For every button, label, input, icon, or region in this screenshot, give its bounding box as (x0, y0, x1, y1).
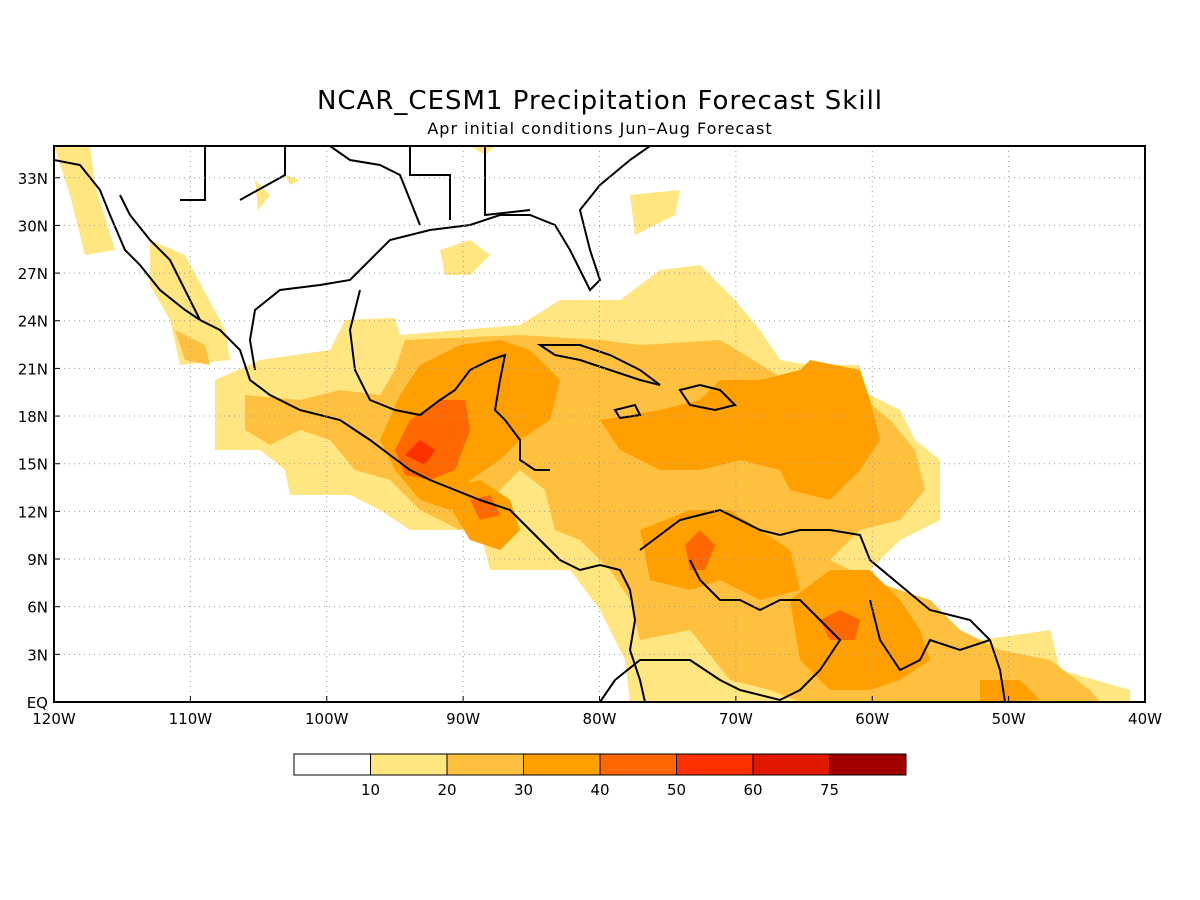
colorbar-swatch (830, 754, 907, 775)
y-tick-label: 15N (18, 456, 48, 474)
y-tick-label: 12N (18, 503, 48, 521)
colorbar-label: 60 (743, 781, 762, 799)
colorbar-swatch (447, 754, 524, 775)
x-tick-label: 110W (169, 710, 213, 728)
y-tick-label: 21N (18, 360, 48, 378)
colorbar-label: 20 (437, 781, 456, 799)
y-tick-label: 9N (27, 551, 48, 569)
x-tick-label: 50W (992, 710, 1026, 728)
colorbar-label: 10 (361, 781, 380, 799)
map-figure: 120W 110W 100W 90W 80W 70W 60W 50W 40W EQ 3N 6N 9N 1… (0, 0, 1200, 900)
x-tick-label: 80W (583, 710, 617, 728)
colorbar-label: 50 (667, 781, 686, 799)
x-tick-label: 40W (1128, 710, 1162, 728)
y-tick-label: 27N (18, 265, 48, 283)
colorbar-swatch (524, 754, 601, 775)
y-tick-label: 18N (18, 408, 48, 426)
colorbar: 10 20 30 40 50 60 75 (294, 754, 906, 799)
y-tick-label: 24N (18, 313, 48, 331)
colorbar-label: 30 (514, 781, 533, 799)
colorbar-label: 40 (590, 781, 609, 799)
y-tick-label: EQ (27, 694, 48, 712)
colorbar-swatch (600, 754, 677, 775)
x-tick-label: 100W (305, 710, 349, 728)
colorbar-label: 75 (820, 781, 839, 799)
skill-shading (54, 146, 1130, 702)
y-tick-label: 3N (27, 646, 48, 664)
x-tick-label: 120W (32, 710, 76, 728)
x-tick-label: 60W (855, 710, 889, 728)
y-tick-label: 30N (18, 217, 48, 235)
x-tick-label: 90W (446, 710, 480, 728)
y-tick-label: 33N (18, 170, 48, 188)
colorbar-swatch (371, 754, 448, 775)
y-tick-label: 6N (27, 599, 48, 617)
x-tick-label: 70W (719, 710, 753, 728)
colorbar-swatch (753, 754, 830, 775)
colorbar-swatch (677, 754, 754, 775)
colorbar-swatch (294, 754, 371, 775)
